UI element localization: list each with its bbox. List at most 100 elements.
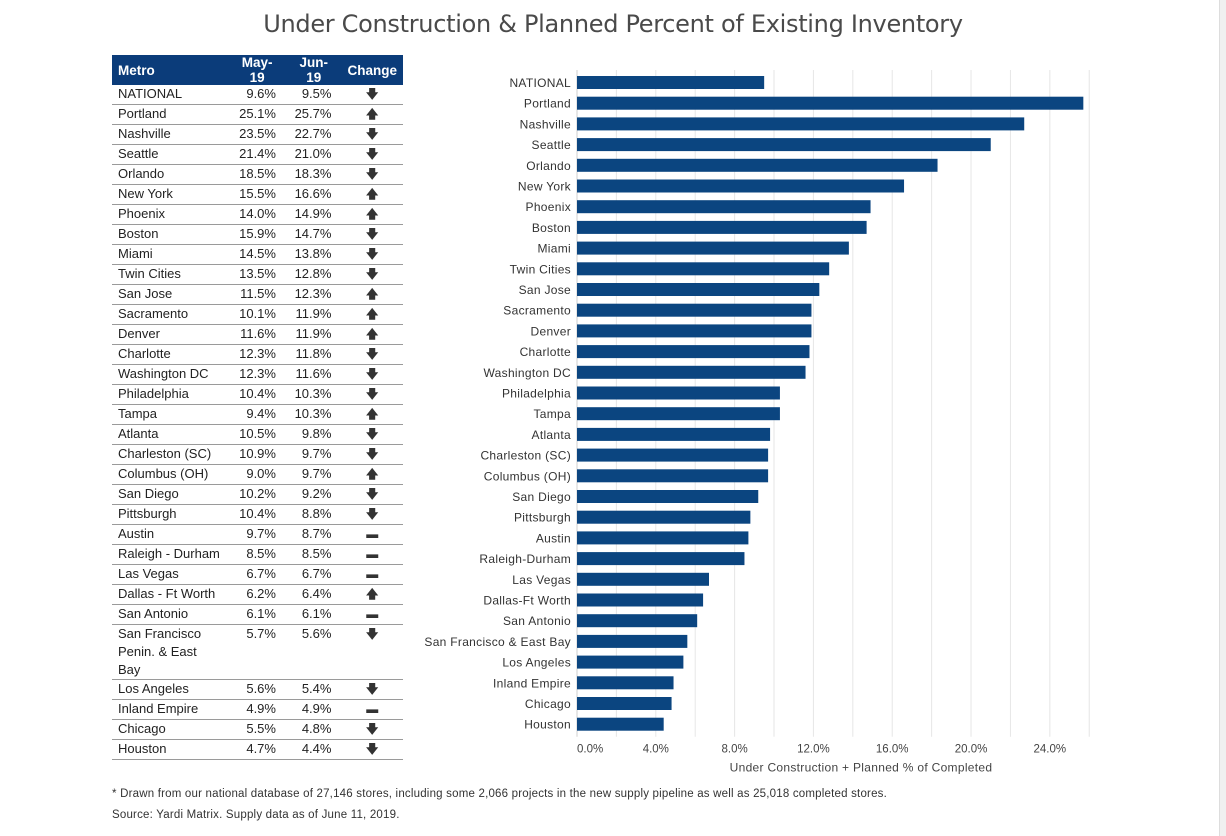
bar (577, 262, 830, 276)
change-cell: 🡇 (341, 624, 403, 680)
metro-name-text: Tampa (118, 406, 158, 421)
table-row: Charleston (SC) 10.9% 9.7% 🡇 (112, 444, 403, 465)
metro-name-text: Atlanta (118, 426, 159, 441)
change-cell: 🡅 (341, 404, 403, 425)
arrow-down-icon: 🡇 (366, 507, 379, 521)
may-value: 10.4% (228, 384, 286, 405)
category-label: Sacramento (503, 304, 571, 318)
category-label: Seattle (532, 138, 571, 152)
may-value: 6.7% (228, 564, 286, 585)
metro-name-text: Washington DC (118, 366, 209, 381)
bar (577, 717, 664, 731)
table-row: NATIONAL 9.6% 9.5% 🡇 (112, 85, 403, 105)
metro-name: Atlanta (112, 424, 229, 445)
jun-value: 6.7% (285, 564, 342, 585)
table-row: Houston 4.7% 4.4% 🡇 (112, 739, 403, 760)
table-row: Tampa 9.4% 10.3% 🡅 (112, 404, 403, 425)
metro-name: Seattle (112, 144, 229, 165)
change-cell: 🡇 (341, 364, 403, 385)
table-body: NATIONAL 9.6% 9.5% 🡇 Portland 25.1% 25.7% 🡅 Nash… (112, 85, 403, 760)
metro-name: Austin (112, 524, 229, 545)
category-label: Twin Cities (510, 262, 571, 276)
dash-icon: ▬ (366, 607, 379, 621)
jun-value: 14.9% (285, 204, 342, 225)
bar (577, 241, 849, 255)
footnote-source: Source: Yardi Matrix. Supply data as of … (112, 809, 400, 821)
may-value: 6.2% (228, 584, 286, 605)
metro-name: Portland (112, 104, 229, 125)
table-row: Inland Empire 4.9% 4.9% ▬ (112, 699, 403, 720)
table-row: Raleigh - Durham 8.5% 8.5% ▬ (112, 544, 403, 565)
arrow-down-icon: 🡇 (366, 387, 379, 401)
metro-name-text: Portland (118, 106, 167, 121)
metro-name: Charlotte (112, 344, 229, 365)
x-tick-label: 4.0% (643, 744, 669, 756)
arrow-up-icon: 🡅 (366, 107, 379, 121)
bar (577, 200, 871, 214)
may-value: 14.0% (228, 204, 286, 225)
bar (577, 117, 1025, 131)
bar (577, 303, 812, 317)
change-cell: 🡅 (341, 104, 403, 125)
table-row: Phoenix 14.0% 14.9% 🡅 (112, 204, 403, 225)
x-tick-label: 20.0% (955, 744, 988, 756)
arrow-down-icon: 🡇 (366, 127, 379, 141)
arrow-up-icon: 🡅 (366, 207, 379, 221)
table-row: Seattle 21.4% 21.0% 🡇 (112, 144, 403, 165)
category-label: Charleston (SC) (480, 449, 571, 463)
category-label: Dallas-Ft Worth (483, 594, 571, 608)
table-row: Boston 15.9% 14.7% 🡇 (112, 224, 403, 245)
bar (577, 220, 867, 234)
table-row: Washington DC 12.3% 11.6% 🡇 (112, 364, 403, 385)
arrow-up-icon: 🡅 (366, 587, 379, 601)
arrow-down-icon: 🡇 (366, 742, 379, 756)
category-label: Chicago (525, 697, 571, 711)
arrow-up-icon: 🡅 (366, 327, 379, 341)
change-cell: 🡅 (341, 204, 403, 225)
table-row: Pittsburgh 10.4% 8.8% 🡇 (112, 504, 403, 525)
table-row: Orlando 18.5% 18.3% 🡇 (112, 164, 403, 185)
table-row: Philadelphia 10.4% 10.3% 🡇 (112, 384, 403, 405)
jun-value: 12.3% (285, 284, 342, 305)
category-label: Pittsburgh (514, 511, 571, 525)
table-row: Dallas - Ft Worth 6.2% 6.4% 🡅 (112, 584, 403, 605)
table-row: Sacramento 10.1% 11.9% 🡅 (112, 304, 403, 325)
category-label: San Francisco & East Bay (424, 635, 571, 649)
category-label: Columbus (OH) (484, 469, 571, 483)
category-label: Washington DC (484, 366, 572, 380)
arrow-down-icon: 🡇 (366, 347, 379, 361)
change-cell: 🡇 (341, 424, 403, 445)
change-cell: ▬ (341, 524, 403, 545)
metro-name: Pittsburgh (112, 504, 229, 525)
bar (577, 407, 780, 421)
bar (577, 614, 698, 628)
may-value: 21.4% (228, 144, 286, 165)
category-label: Las Vegas (512, 573, 571, 587)
table-row: Chicago 5.5% 4.8% 🡇 (112, 719, 403, 740)
may-value: 18.5% (228, 164, 286, 185)
bar (577, 634, 688, 648)
arrow-down-icon: 🡇 (366, 147, 379, 161)
arrow-down-icon: 🡇 (366, 167, 379, 181)
metro-name-text: Nashville (118, 126, 171, 141)
table-row: Twin Cities 13.5% 12.8% 🡇 (112, 264, 403, 285)
x-tick-label: 0.0% (577, 744, 603, 756)
metro-name: Boston (112, 224, 229, 245)
change-cell: 🡇 (341, 384, 403, 405)
jun-value: 21.0% (285, 144, 342, 165)
bar (577, 324, 812, 338)
jun-value: 9.7% (285, 464, 342, 485)
metro-name: Denver (112, 324, 229, 345)
jun-value: 9.7% (285, 444, 342, 465)
table-row: Atlanta 10.5% 9.8% 🡇 (112, 424, 403, 445)
table-row: Portland 25.1% 25.7% 🡅 (112, 104, 403, 125)
table-row: Nashville 23.5% 22.7% 🡇 (112, 124, 403, 145)
category-label: Portland (524, 97, 571, 111)
jun-value: 11.9% (285, 304, 342, 325)
may-value: 10.5% (228, 424, 286, 445)
may-value: 12.3% (228, 364, 286, 385)
may-value: 9.0% (228, 464, 286, 485)
arrow-down-icon: 🡇 (366, 427, 379, 441)
dash-icon: ▬ (366, 527, 379, 541)
arrow-down-icon: 🡇 (366, 227, 379, 241)
